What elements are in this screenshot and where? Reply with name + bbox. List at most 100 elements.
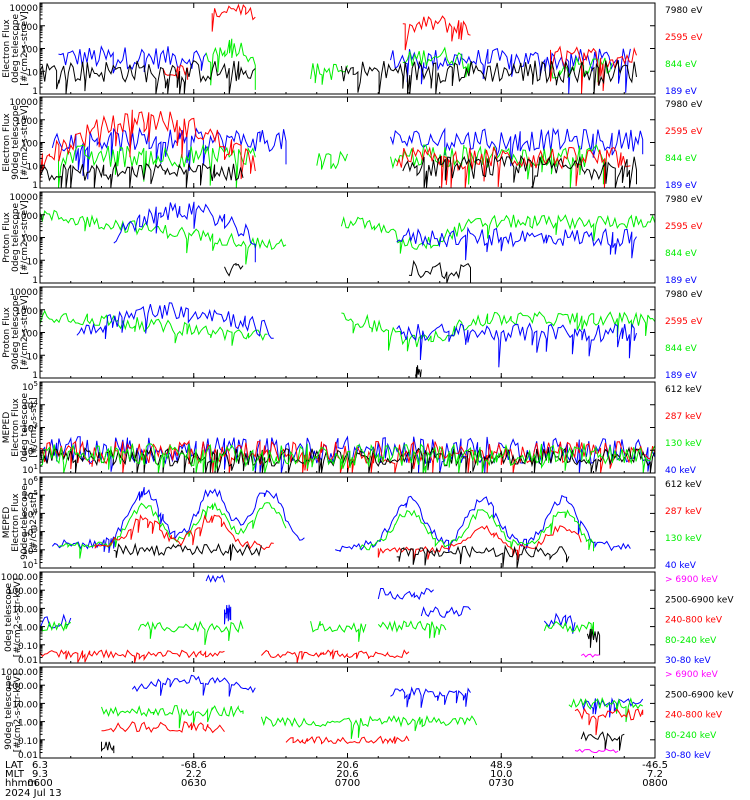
panel-4-ytick-label-4: 10000 <box>9 288 38 298</box>
panel-3-ylabel-line-1: Proton Flux <box>2 212 12 263</box>
panel-1-legend-3: 844 eV <box>665 60 698 70</box>
panel-2-legend-1: 7980 eV <box>665 100 703 110</box>
panel-3-ytick-label-1: 10 <box>27 257 39 267</box>
panel-8-series-1-segment-2 <box>390 686 471 708</box>
panel-2-ylabel-line-3: [#/cm2-s-str-eV] <box>20 105 30 180</box>
panel-1-series-1-segment-1 <box>58 45 207 74</box>
panel-4-series-3-segment-1 <box>415 365 422 379</box>
panel-4-ytick-label-0: 1 <box>32 371 38 381</box>
panel-7-legend-3: 240-800 keV <box>665 616 723 626</box>
panel-1-legend-1: 7980 eV <box>665 6 703 16</box>
panel-6-ytick-label-2: 103 <box>22 526 38 539</box>
panel-1-series-2-segment-2 <box>310 63 348 85</box>
panel-1-ylabel: Electron Flux0deg telescope[#/cm2-s-str-… <box>2 11 30 86</box>
panel-7-series-1-segment-3 <box>224 604 232 625</box>
panel-3-series-3-segment-2 <box>408 259 471 284</box>
panel-1-ylabel-line-3: [#/cm2-s-str-eV] <box>20 11 30 86</box>
panel-1-series-3-segment-4 <box>162 64 189 80</box>
x-row-lat-value-4: 48.9 <box>490 760 512 771</box>
panel-8-legend-5: 30-80 keV <box>665 751 711 761</box>
panel-8-series-2-segment-3 <box>568 696 643 723</box>
date-label: 2024 Jul 13 <box>5 788 62 799</box>
panel-7-ytick-label-2: 1.00 <box>18 624 38 634</box>
panel-4-ylabel-line-3: [#/cm2-s-str-eV] <box>20 295 30 370</box>
panel-8-legend-2: 2500-6900 keV <box>665 690 734 700</box>
panel-7-series-2-segment-5 <box>543 621 594 637</box>
panel-8-ytick-label-1: 0.10 <box>18 737 38 747</box>
x-row-mlt-value-2: 2.2 <box>186 769 202 780</box>
panel-6-series-3-segment-2 <box>377 525 582 561</box>
panel-2-ylabel: Electron Flux90deg telescope[#/cm2-s-str… <box>2 105 30 180</box>
panel-6-ylabel-line-4: [#/cm2-s-str] <box>29 492 39 552</box>
panel-4-legend-2: 2595 eV <box>665 317 703 327</box>
panel-3-ytick-label-2: 100 <box>21 235 38 245</box>
panel-3-series-1-segment-2 <box>340 214 656 254</box>
panel-6-legend-2: 287 keV <box>665 507 702 517</box>
panel-7-ytick-label-1: 0.10 <box>18 642 38 652</box>
panel-1-series-4-segment-2 <box>340 59 637 95</box>
panel-4-legend-4: 189 eV <box>665 371 698 381</box>
panel-7-series-2-segment-2 <box>137 619 244 645</box>
panel-1-ytick-label-2: 100 <box>21 46 38 56</box>
panel-7-series-3-segment-1 <box>39 649 225 664</box>
panel-6-series-4-segment-1 <box>113 542 262 561</box>
panel-4-ylabel: Proton Flux90deg telescope[#/cm2-s-str-e… <box>2 295 30 370</box>
panel-8-series-4-segment-2 <box>580 731 625 751</box>
panel-4-series-1-segment-1 <box>39 309 268 346</box>
x-row-label-lat: LAT <box>5 760 24 771</box>
panel-8-ylabel: 90deg telescope[#/cm2-s-str-keV] <box>4 673 23 752</box>
panel-7-ytick-label-0: 0.01 <box>18 656 38 666</box>
panel-4-series-1-segment-2 <box>341 311 656 352</box>
x-row-lat-value-1: 6.3 <box>32 760 48 771</box>
panel-4-ylabel-line-1: Proton Flux <box>2 307 12 358</box>
panel-2-series-1-segment-2 <box>390 127 644 167</box>
panel-4-legend-3: 844 eV <box>665 344 698 354</box>
panel-8-ytick-label-4: 100.00 <box>7 682 39 692</box>
panel-6-ytick-label-4: 105 <box>22 489 38 502</box>
panel-4-ytick-label-3: 1000 <box>15 307 38 317</box>
panel-2-legend-2: 2595 eV <box>665 127 703 137</box>
panel-6-ytick-label-1: 102 <box>22 544 38 557</box>
panel-7-series-1-segment-2 <box>205 574 225 583</box>
panel-6-series-1-segment-1 <box>51 486 305 553</box>
panel-5-ylabel-line-4: [#/cm2-s-str] <box>29 397 39 457</box>
panel-7-series-2-segment-1 <box>39 620 72 632</box>
panel-2-ytick-label-2: 100 <box>21 140 38 150</box>
x-row-mlt-value-1: 9.3 <box>32 769 48 780</box>
panel-4-ylabel-line-2: 90deg telescope <box>11 295 21 370</box>
panel-8-legend-3: 240-800 keV <box>665 711 723 721</box>
panel-8-ylabel-line-2: [#/cm2-s-str-keV] <box>13 673 23 752</box>
panel-8-series-2-segment-1 <box>101 704 244 729</box>
x-row-lat-value-3: 20.6 <box>336 760 358 771</box>
panel-8-ytick-label-0: 0.01 <box>18 751 38 761</box>
panel-3-series-2-segment-1 <box>113 201 256 263</box>
panel-5-legend-1: 612 keV <box>665 385 702 395</box>
panel-8-series-4-segment-1 <box>101 741 115 754</box>
panel-7-legend-5: 30-80 keV <box>665 656 711 666</box>
panel-6-series-2-segment-1 <box>58 501 287 559</box>
panel-7-ylabel: 0deg telescope[#/cm2-s-str-keV] <box>4 578 23 657</box>
panel-3-series-1-segment-1 <box>39 209 287 265</box>
panel-7-series-1-segment-6 <box>543 612 576 634</box>
panel-2-series-2-segment-2 <box>316 150 348 170</box>
panel-1-series-2-segment-3 <box>402 46 471 78</box>
panel-5-ytick-label-3: 104 <box>22 399 38 412</box>
panel-2-legend-3: 844 eV <box>665 154 698 164</box>
panel-7-legend-2: 2500-6900 keV <box>665 595 734 605</box>
panel-6-series-4-segment-2 <box>396 544 570 569</box>
panel-7-series-3-segment-2 <box>261 648 410 664</box>
panel-3-ytick-label-4: 10000 <box>9 193 38 203</box>
x-row-label-mlt: MLT <box>5 769 25 780</box>
panel-2-series-2-segment-1 <box>58 143 256 189</box>
panel-8-series-2-segment-2 <box>260 714 478 739</box>
panel-7-ytick-label-5: 1000.00 <box>1 573 38 583</box>
panel-6-ylabel-line-1: MEPED <box>2 507 12 539</box>
panel-2-series-4-segment-1 <box>39 161 244 189</box>
x-row-hhmm-value-5: 0800 <box>642 778 667 789</box>
panel-3-ylabel-line-3: [#/cm2-s-str-eV] <box>20 200 30 275</box>
panel-1-series-4-segment-1 <box>39 60 256 95</box>
panel-5-ytick-label-0: 101 <box>22 463 38 476</box>
